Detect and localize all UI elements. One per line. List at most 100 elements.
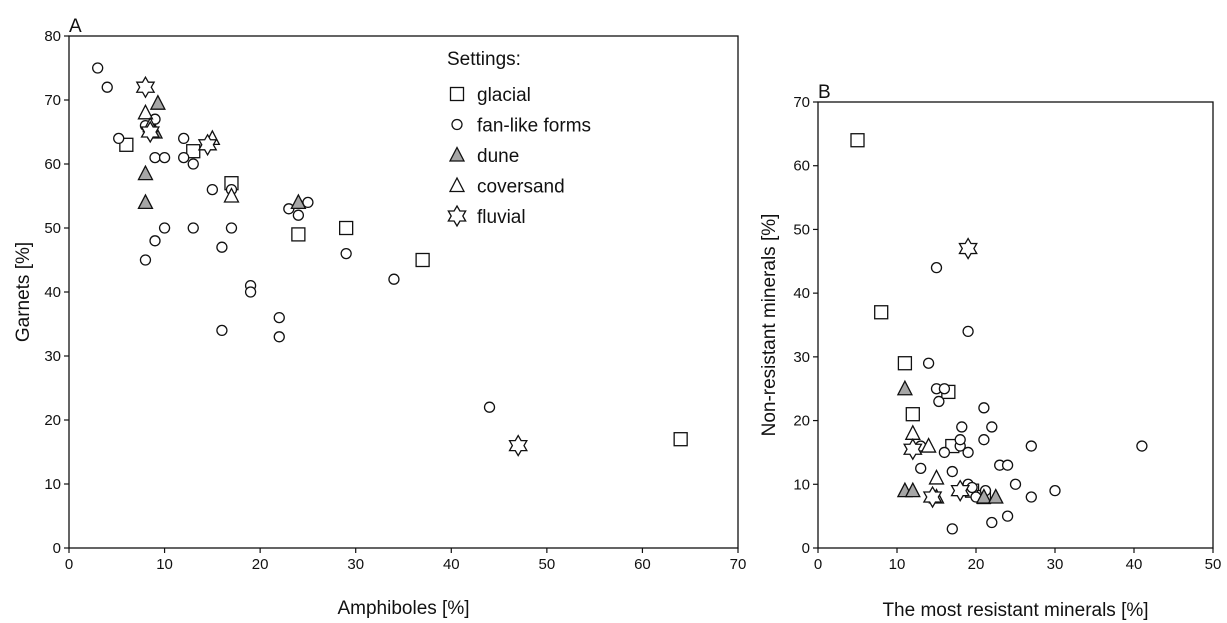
x-axis-label-b: The most resistant minerals [%] — [882, 600, 1148, 621]
x-tick-label: 10 — [889, 556, 906, 573]
series-fluvial-b — [903, 237, 978, 509]
data-point-star — [922, 485, 943, 509]
data-point-circle — [938, 446, 951, 459]
data-point-circle — [1025, 491, 1037, 503]
data-point-square — [850, 133, 865, 148]
x-tick-label: 60 — [634, 556, 651, 573]
data-point-star — [903, 437, 923, 461]
data-point-circle — [149, 235, 161, 247]
x-tick-label: 70 — [730, 556, 747, 573]
x-tick-label: 50 — [1205, 556, 1222, 573]
data-point-circle — [1001, 510, 1014, 522]
y-tick-label: 20 — [44, 412, 61, 429]
data-point-triangle-filled — [904, 481, 921, 498]
data-point-square — [874, 305, 889, 320]
data-point-circle — [149, 151, 161, 164]
legend-entry-label: dune — [477, 146, 519, 167]
chart-panel-a: A 0 10 20 30 40 50 60 70 0 10 20 30 40 50 60 70 80 Amphibo… — [13, 16, 746, 619]
data-point-triangle — [137, 103, 154, 120]
y-tick-label: 30 — [793, 349, 810, 366]
panel-label-b: B — [818, 82, 831, 103]
y-tick-label: 70 — [44, 92, 61, 109]
data-point-circle — [178, 132, 190, 145]
data-point-circle — [922, 357, 935, 369]
data-point-square — [291, 227, 306, 242]
data-point-circle — [1001, 459, 1014, 471]
legend-marker-triangle — [448, 176, 466, 193]
data-point-circle — [1025, 440, 1037, 452]
y-tick-label: 30 — [44, 348, 61, 365]
data-point-star — [950, 479, 970, 502]
x-tick-label: 50 — [539, 556, 556, 573]
data-point-circle — [1009, 478, 1022, 490]
x-tick-label: 0 — [814, 556, 822, 573]
data-point-circle — [954, 434, 966, 446]
data-point-circle — [178, 151, 190, 164]
y-tick-label: 50 — [44, 220, 61, 237]
data-point-triangle-filled — [137, 193, 154, 210]
y-tick-label: 40 — [44, 284, 61, 301]
data-point-triangle — [223, 187, 240, 203]
legend-marker-triangle-filled — [448, 146, 466, 162]
data-point-circle — [962, 325, 974, 338]
x-tick-label: 30 — [1047, 556, 1064, 573]
data-point-circle — [388, 273, 400, 285]
data-point-triangle-filled — [896, 379, 913, 396]
y-axis-label-a: Garnets [%] — [13, 242, 34, 342]
data-point-star — [508, 434, 528, 457]
x-tick-label: 20 — [252, 556, 269, 573]
legend-entry-label: fluvial — [477, 207, 526, 228]
data-point-triangle-filled — [987, 488, 1004, 504]
series-dune-b — [896, 379, 1004, 504]
data-point-square — [339, 220, 354, 236]
y-tick-label: 50 — [793, 221, 810, 238]
data-point-circle — [915, 462, 927, 475]
data-point-square — [673, 432, 688, 447]
data-point-triangle-filled — [290, 193, 307, 210]
data-point-circle — [946, 523, 958, 535]
y-tick-label: 40 — [793, 285, 810, 302]
x-axis-label-a: Amphiboles [%] — [337, 598, 469, 619]
legend: Settings: glacial fan-like forms dune covers… — [447, 49, 591, 228]
data-point-circle — [273, 311, 285, 324]
data-point-star — [135, 75, 156, 99]
data-point-circle — [933, 395, 945, 408]
data-point-star — [140, 120, 161, 144]
x-tick-label: 30 — [347, 556, 364, 573]
data-point-star — [197, 133, 218, 157]
data-point-triangle — [904, 424, 921, 440]
data-point-square — [897, 356, 913, 371]
data-point-circle — [938, 383, 951, 395]
series-dune-a — [137, 94, 307, 210]
data-point-circle — [187, 222, 199, 234]
data-point-circle — [1136, 440, 1148, 452]
data-point-circle — [216, 324, 228, 337]
data-point-square — [415, 252, 430, 268]
legend-entry-label: coversand — [477, 177, 565, 198]
data-point-triangle-filled — [137, 164, 154, 181]
x-tick-label: 40 — [1126, 556, 1143, 573]
data-point-circle — [158, 222, 171, 234]
data-point-triangle — [920, 437, 937, 453]
x-tick-label: 10 — [156, 556, 173, 573]
data-point-circle — [292, 209, 305, 221]
data-point-circle — [978, 402, 990, 414]
data-point-circle — [986, 421, 998, 433]
data-point-circle — [956, 421, 968, 433]
x-tick-label: 0 — [65, 556, 73, 573]
data-point-circle — [273, 331, 285, 343]
y-tick-label: 10 — [793, 476, 810, 493]
data-point-circle — [187, 158, 199, 170]
data-point-circle — [244, 286, 257, 298]
x-tick-label: 20 — [968, 556, 985, 573]
data-point-triangle-filled — [149, 94, 166, 110]
data-point-circle — [158, 151, 171, 164]
data-point-circle — [962, 446, 974, 459]
data-point-star — [958, 237, 978, 260]
y-tick-label: 60 — [44, 156, 61, 173]
data-point-circle — [113, 132, 125, 145]
series-fan-like-forms-b — [915, 262, 1148, 535]
data-point-circle — [206, 183, 219, 196]
y-tick-label: 70 — [793, 94, 810, 111]
